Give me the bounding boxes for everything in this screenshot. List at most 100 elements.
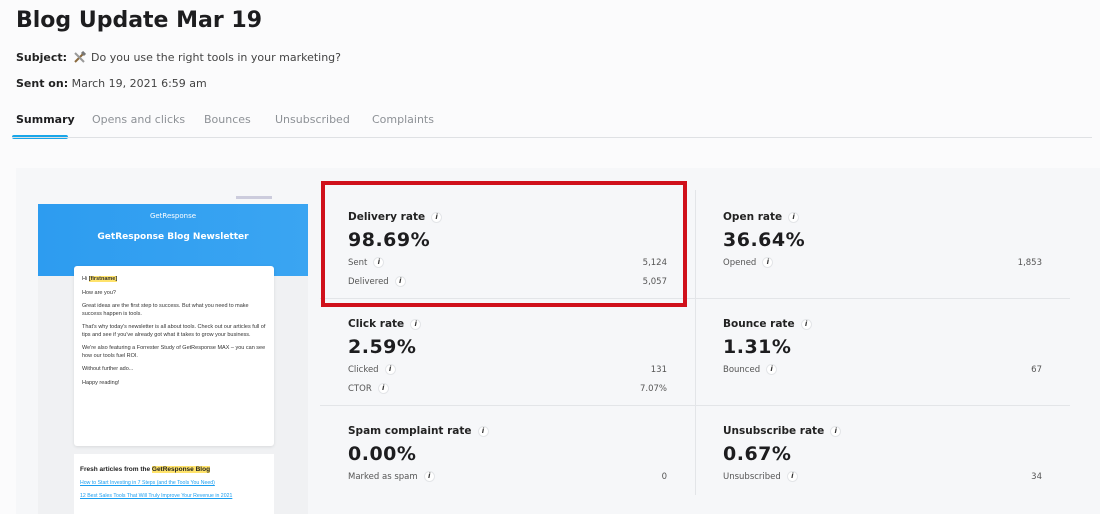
preview-banner: GetResponse GetResponse Blog Newsletter <box>38 204 308 276</box>
tools-icon <box>73 50 86 63</box>
sent-label: Sent on: <box>16 77 69 90</box>
stat-label-text: Clicked <box>348 365 379 375</box>
highlight-box <box>321 181 687 307</box>
info-icon: i <box>384 364 396 375</box>
info-icon: i <box>373 257 385 268</box>
tab[interactable]: Complaints <box>372 113 434 126</box>
grid-hline <box>320 405 1070 406</box>
metric-card: Delivery rate i 98.69% Sent i 5,124 Delivered i… <box>320 183 695 290</box>
stat-value: 5,124 <box>642 258 667 268</box>
stat-value: 34 <box>1031 472 1042 482</box>
stat-label-text: Unsubscribed <box>723 472 781 482</box>
stat-value: 131 <box>650 365 667 375</box>
email-preview: GetResponse GetResponse Blog Newsletter … <box>38 204 308 514</box>
stat-label-text: Opened <box>723 258 757 268</box>
stat-label: Bounced i <box>723 364 778 375</box>
stat-label-text: Bounced <box>723 365 761 375</box>
stat-label: Clicked i <box>348 364 396 375</box>
info-icon: i <box>431 211 443 223</box>
sent-line: Sent on: March 19, 2021 6:59 am <box>16 77 207 90</box>
articles-brand: GetResponse Blog <box>151 466 211 473</box>
stat-label-text: Sent <box>348 258 368 268</box>
metric-card: Open rate i 36.64% Opened i 1,853 <box>695 183 1070 290</box>
preview-paragraph: We're also featuring a Forrester Study o… <box>82 345 266 359</box>
preview-articles: Fresh articles from the GetResponse Blog… <box>74 454 274 514</box>
greeting-name: [firstname] <box>88 276 118 282</box>
preview-paragraph: Happy reading! <box>82 379 120 386</box>
metric-value: 0.67% <box>723 443 792 465</box>
metric-title-text: Spam complaint rate <box>348 425 472 437</box>
preview-paragraph: That's why today's newsletter is all abo… <box>82 324 266 338</box>
metric-title-text: Unsubscribe rate <box>723 425 825 437</box>
preview-banner-title: GetResponse Blog Newsletter <box>97 232 249 242</box>
info-icon: i <box>762 257 774 268</box>
stat-label: Opened i <box>723 257 774 268</box>
metric-card: Click rate i 2.59% Clicked i 131 CTOR i 7.07% <box>320 290 695 397</box>
info-icon: i <box>788 211 800 223</box>
metric-title: Bounce rate i <box>723 318 812 330</box>
tab[interactable]: Summary <box>16 113 75 126</box>
greeting: Hi <box>82 276 88 282</box>
stat-label: Unsubscribed i <box>723 471 798 482</box>
preview-top-link <box>236 196 272 199</box>
page-title: Blog Update Mar 19 <box>16 8 262 33</box>
metric-title: Spam complaint rate i <box>348 425 489 437</box>
stat-label: Sent i <box>348 257 385 268</box>
stat-value: 1,853 <box>1017 258 1042 268</box>
stat-value: 7.07% <box>639 384 667 394</box>
metric-value: 0.00% <box>348 443 417 465</box>
stat-label: CTOR i <box>348 383 389 394</box>
metric-title-text: Click rate <box>348 318 405 330</box>
metric-title-text: Delivery rate <box>348 211 426 223</box>
info-icon: i <box>830 425 842 437</box>
tab[interactable]: Opens and clicks <box>92 113 186 126</box>
subject-line: Subject: Do you use the right tools in y… <box>16 50 342 64</box>
stat-label: Marked as spam i <box>348 471 435 482</box>
info-icon: i <box>477 425 489 437</box>
metric-card: Spam complaint rate i 0.00% Marked as spam i… <box>320 397 695 504</box>
preview-paragraph: How are you? <box>82 289 116 296</box>
preview-brand: GetResponse <box>149 212 197 220</box>
preview-greeting: Hi [firstname] <box>82 276 266 284</box>
metric-title-text: Bounce rate <box>723 318 795 330</box>
tab[interactable]: Bounces <box>204 113 251 126</box>
metric-card: Bounce rate i 1.31% Bounced i 67 <box>695 290 1070 397</box>
preview-paragraph: Great ideas are the first step to succes… <box>82 303 249 317</box>
info-icon: i <box>410 318 422 330</box>
stat-value: 5,057 <box>642 277 667 287</box>
article-link[interactable]: 12 Best Sales Tools That Will Truly Impr… <box>80 493 233 499</box>
metric-value: 36.64% <box>723 229 806 251</box>
stat-label-text: CTOR <box>348 384 372 394</box>
metric-value: 98.69% <box>348 229 431 251</box>
info-icon: i <box>394 276 406 287</box>
info-icon: i <box>423 471 435 482</box>
grid-hline <box>320 298 1070 299</box>
stat-label-text: Marked as spam <box>348 472 418 482</box>
info-icon: i <box>800 318 812 330</box>
metric-title: Open rate i <box>723 211 800 223</box>
metric-value: 1.31% <box>723 336 792 358</box>
metric-title: Click rate i <box>348 318 422 330</box>
stat-label: Delivered i <box>348 276 406 287</box>
subject-label: Subject: <box>16 51 68 64</box>
preview-paragraph: Without further ado... <box>82 366 134 372</box>
stat-value: 67 <box>1031 365 1042 375</box>
metric-card: Unsubscribe rate i 0.67% Unsubscribed i 34 <box>695 397 1070 504</box>
info-icon: i <box>377 383 389 394</box>
metric-value: 2.59% <box>348 336 417 358</box>
sent-date: March 19, 2021 6:59 am <box>71 77 207 90</box>
metric-title: Unsubscribe rate i <box>723 425 842 437</box>
grid-vline <box>695 190 696 495</box>
articles-intro: Fresh articles from the <box>80 466 151 473</box>
tab-divider <box>12 137 1092 138</box>
info-icon: i <box>766 364 778 375</box>
info-icon: i <box>786 471 798 482</box>
subject-text: Do you use the right tools in your marke… <box>91 51 342 64</box>
article-link[interactable]: How to Start Investing in 7 Steps (and t… <box>80 480 215 486</box>
metric-title-text: Open rate <box>723 211 783 223</box>
tab[interactable]: Unsubscribed <box>275 113 350 126</box>
metric-title: Delivery rate i <box>348 211 443 223</box>
preview-body: Hi [firstname] How are you? Great ideas a… <box>74 266 274 446</box>
stat-value: 0 <box>661 472 667 482</box>
